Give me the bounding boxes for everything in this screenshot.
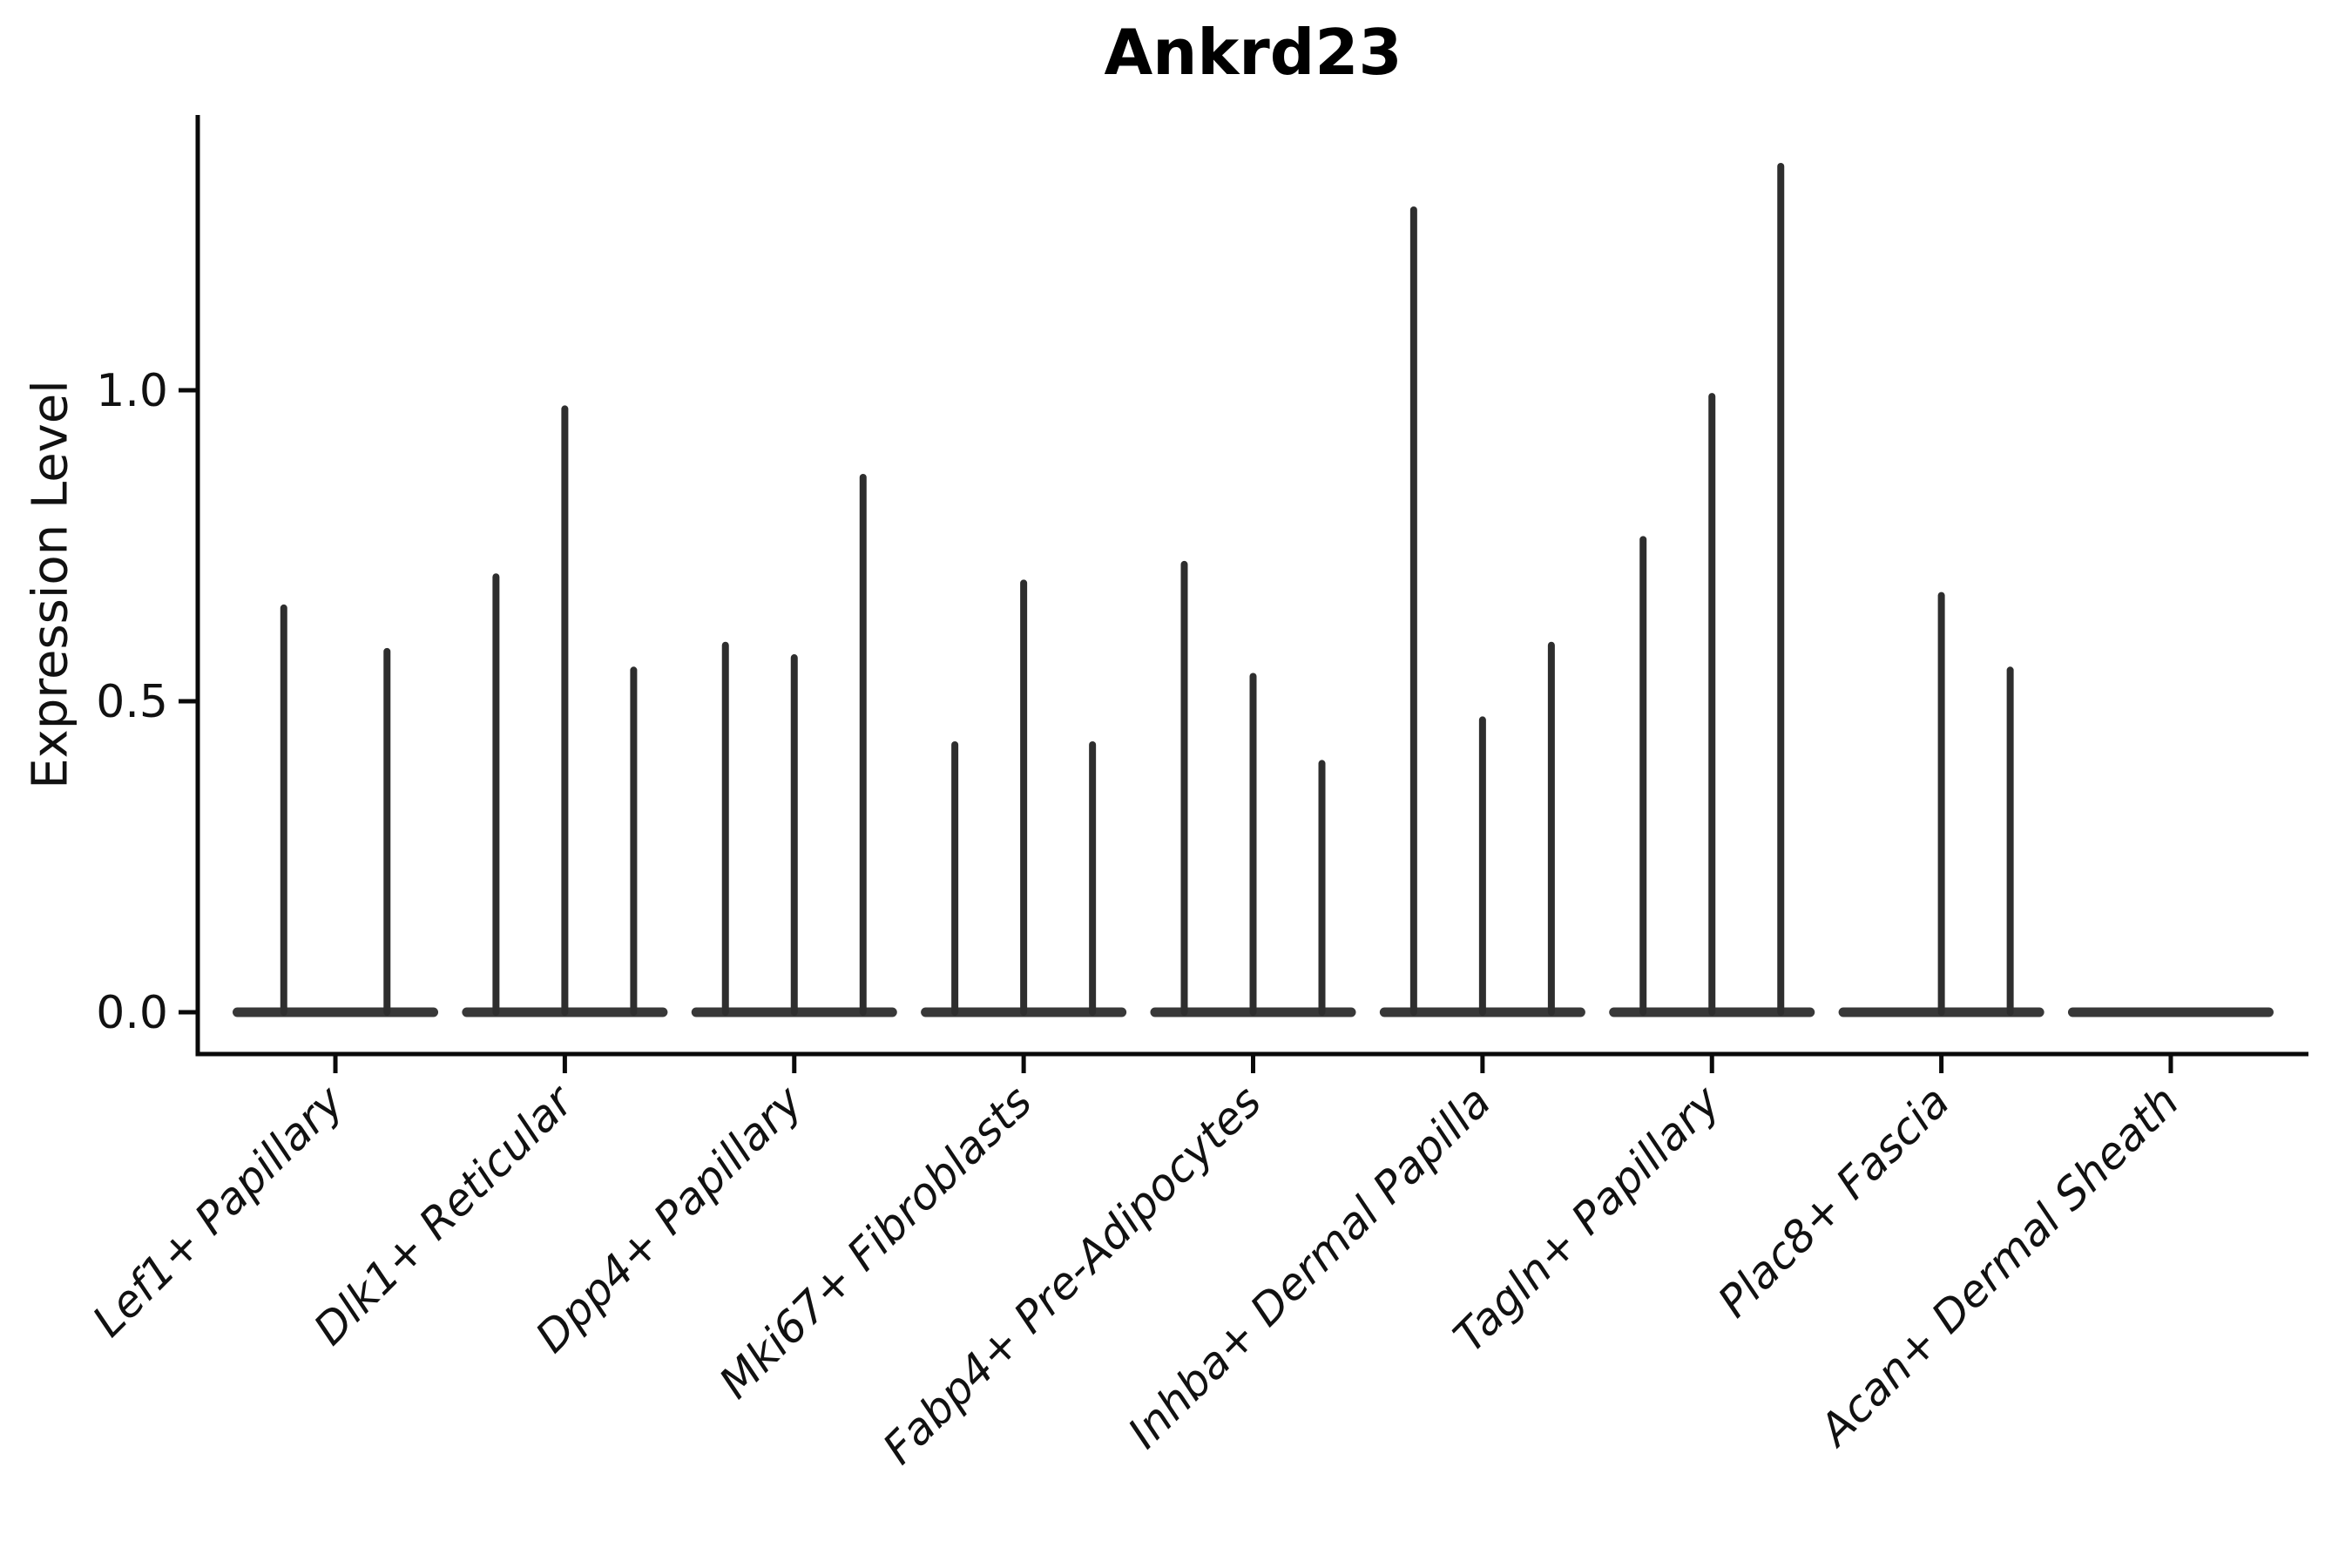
y-tick-label: 1.0 — [96, 365, 168, 417]
x-tick-label: Plac8+ Fascia — [1708, 1076, 1959, 1327]
x-tick-label: Lef1+ Papillary — [83, 1075, 354, 1346]
x-tick-label: Inhba+ Dermal Papilla — [1119, 1076, 1500, 1457]
chart-title: Ankrd23 — [1104, 16, 1402, 89]
y-tick-label: 0.0 — [96, 987, 168, 1039]
x-tick-label: Acan+ Dermal Sheath — [1808, 1076, 2189, 1456]
y-tick-label: 0.5 — [96, 676, 168, 728]
x-tick-label: Fabp4+ Pre-Adipocytes — [873, 1076, 1271, 1474]
